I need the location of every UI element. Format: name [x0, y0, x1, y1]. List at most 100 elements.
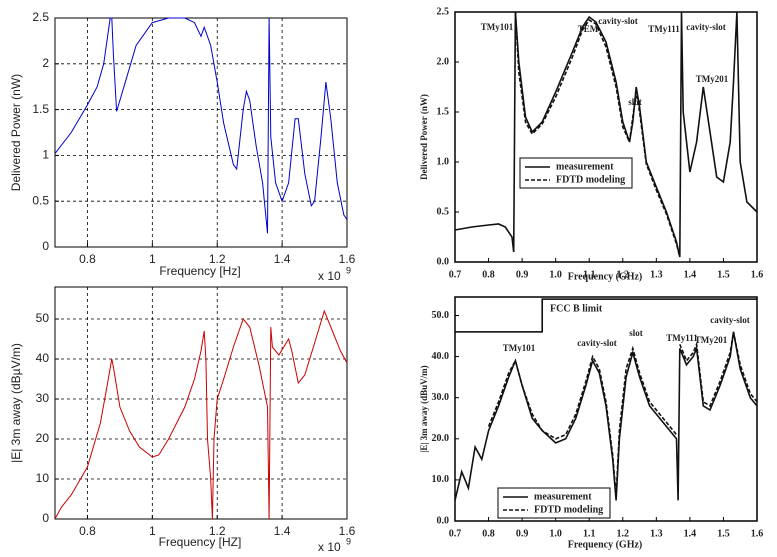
data-line: [54, 309, 348, 520]
x-tick-label: 1.2: [209, 524, 226, 538]
x-tick-label: 1: [149, 524, 156, 538]
x-axis-label: Frequency (GHz): [568, 271, 643, 282]
y-tick-label: 40: [36, 351, 50, 365]
x-tick-label: 1: [149, 252, 156, 266]
x-tick-label: 1.1: [583, 528, 596, 539]
x-tick-label: 0.7: [449, 528, 462, 539]
annotation: TMy101: [481, 22, 514, 32]
y-tick-label: 10: [36, 471, 50, 485]
annotation: TMy111: [648, 24, 680, 34]
y-tick-label: 2: [42, 56, 49, 70]
y-tick-label: 40.0: [432, 351, 450, 362]
y-tick-label: 1.0: [437, 156, 450, 167]
legend-box: [497, 487, 611, 519]
chart: 0.8 1 1.2 1.4 1.6 0 0.5 1 1.5 2 2.5 Frequency [Hz] D…: [9, 10, 355, 283]
x-scale-exponent: 9: [346, 265, 351, 275]
x-tick-label: 1.0: [549, 269, 562, 280]
y-axis-label: |E| 3m away (dBµV/m): [9, 343, 23, 463]
y-tick-label: 0: [42, 239, 49, 253]
x-tick-label: 1.2: [617, 269, 630, 280]
y-tick-label: 2.0: [437, 56, 450, 67]
legend-label: measurement: [556, 161, 614, 172]
legend-label: FDTD modeling: [534, 504, 603, 515]
plot-frame: [54, 17, 348, 248]
x-scale-label: x 10: [318, 540, 341, 554]
chart: 0.7 0.8 0.9 1.0 1.1 1.2 1.3 1.4 1.5 1.6 0.0 0.5 1.0 1…: [419, 6, 763, 282]
annotation: cavity-slot: [598, 16, 638, 26]
data-line: [514, 11, 681, 258]
x-tick-label: 0.8: [79, 524, 96, 538]
y-tick-label: 20.0: [432, 433, 450, 444]
y-tick-label: 50: [36, 311, 50, 325]
y-tick-label: 2.5: [437, 6, 450, 17]
x-tick-label: 1.5: [717, 528, 730, 539]
legend-label: measurement: [534, 491, 592, 502]
x-tick-label: 0.7: [449, 269, 462, 280]
y-tick-label: 50.0: [432, 310, 450, 321]
x-axis-label: Frequency [HZ]: [159, 535, 242, 549]
x-tick-label: 1.1: [583, 269, 596, 280]
annotation: cavity-slot: [686, 22, 726, 32]
x-tick-label: 0.8: [482, 528, 495, 539]
data-line: [454, 331, 758, 501]
x-tick-label: 0.9: [516, 528, 529, 539]
data-line: [54, 17, 348, 234]
plot-frame: [54, 286, 348, 520]
x-tick-label: 1.4: [684, 269, 697, 280]
y-tick-label: 10.0: [432, 474, 450, 485]
y-tick-label: 0.5: [437, 206, 450, 217]
y-tick-label: 0: [42, 511, 49, 525]
x-tick-label: 1.4: [684, 528, 697, 539]
x-axis-label: Frequency [Hz]: [159, 264, 240, 278]
annotation: TMy201: [696, 74, 729, 84]
plot-frame: [454, 296, 758, 522]
x-tick-label: 0.8: [482, 269, 495, 280]
x-scale-exponent: 9: [346, 536, 351, 546]
x-scale-label: x 10: [318, 269, 341, 283]
x-tick-label: 1.4: [274, 524, 291, 538]
annotation: TMy101: [503, 343, 536, 353]
legend-label: FDTD modeling: [556, 174, 625, 185]
x-tick-label: 1.6: [751, 528, 764, 539]
y-tick-label: 0.0: [437, 256, 450, 267]
annotation: TMy111: [666, 333, 698, 343]
x-tick-label: 1.3: [650, 269, 663, 280]
y-axis-label: Delivered Power (nW): [9, 74, 23, 191]
x-tick-label: 1.6: [339, 524, 356, 538]
y-axis-label: Delivered Power (nW): [419, 94, 429, 180]
x-tick-label: 0.9: [516, 269, 529, 280]
limit-label: FCC B limit: [550, 303, 603, 314]
y-tick-label: 1: [42, 148, 49, 162]
y-tick-label: 0.5: [32, 193, 49, 207]
y-tick-label: 20: [36, 431, 50, 445]
x-tick-label: 0.8: [79, 252, 96, 266]
x-tick-label: 1.6: [339, 252, 356, 266]
chart: 0.8 1 1.2 1.4 1.6 0 10 20 30 40 50 Frequency [HZ] |E…: [9, 286, 356, 554]
x-tick-label: 1.0: [549, 528, 562, 539]
annotation: cavity-slot: [577, 338, 617, 348]
chart: 0.7 0.8 0.9 1.0 1.1 1.2 1.3 1.4 1.5 1.6 0.0 10.0 20.…: [419, 296, 764, 550]
x-tick-label: 1.6: [751, 269, 764, 280]
y-tick-label: 30: [36, 391, 50, 405]
annotation: TMy201: [695, 335, 728, 345]
data-line: [454, 11, 758, 258]
plot-frame: [454, 11, 758, 263]
y-tick-label: 1.5: [437, 106, 450, 117]
x-tick-label: 1.4: [274, 252, 291, 266]
y-tick-label: 30.0: [432, 392, 450, 403]
x-tick-label: 1.2: [209, 252, 226, 266]
x-tick-label: 1.3: [650, 528, 663, 539]
data-line: [487, 331, 758, 497]
y-tick-label: 2.5: [32, 10, 49, 24]
annotation: cavity-slot: [710, 315, 750, 325]
legend-box: [519, 157, 633, 189]
x-tick-label: 1.2: [617, 528, 630, 539]
annotation: TEM: [578, 24, 599, 34]
y-tick-label: 0.0: [437, 515, 450, 526]
y-axis-label: |E| 3m away (dBuV/m): [419, 365, 429, 452]
annotation: slot: [629, 328, 643, 338]
annotation: slot: [628, 97, 642, 107]
limit-line: [455, 298, 757, 333]
x-axis-label: Frequency (GHz): [568, 539, 643, 550]
